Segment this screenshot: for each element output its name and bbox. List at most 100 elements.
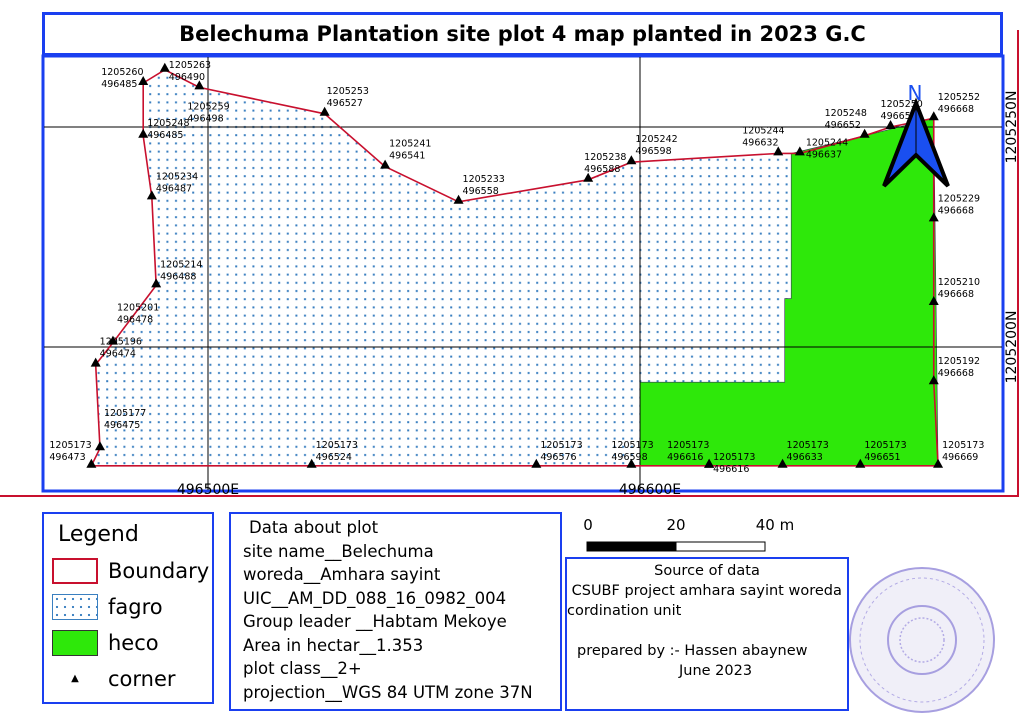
corner-coordinate-label: 1205201: [117, 303, 159, 314]
corner-coordinate-label: 1205241: [389, 139, 431, 150]
plot-info-line: woreda__Amhara sayint: [243, 565, 441, 584]
corner-coordinate-label: 1205242: [635, 134, 677, 145]
triangle-icon: [95, 441, 105, 451]
corner-coordinate-label: 1205263: [169, 60, 211, 71]
triangle-icon: [194, 80, 205, 90]
legend-label: corner: [108, 667, 176, 691]
triangle-icon: [159, 62, 170, 72]
corner-coordinate-label: 1205173: [864, 440, 906, 451]
fagro-swatch: [52, 594, 98, 620]
fagro-area: [91, 69, 939, 466]
triangle-icon: [794, 146, 805, 156]
triangle-icon: [151, 278, 162, 288]
legend-item-heco: heco: [52, 625, 212, 661]
corner-coordinate-label: 496475: [104, 420, 140, 431]
scale-label-40: 40 m: [756, 516, 794, 534]
corner-coordinate-label: 496633: [787, 452, 823, 463]
legend-label: heco: [108, 631, 159, 655]
triangle-icon: [146, 190, 157, 200]
corner-coordinate-label: 1205244: [742, 125, 784, 136]
corner-coordinate-label: 496668: [938, 289, 974, 300]
corner-coordinate-label: 1205234: [156, 171, 198, 182]
triangle-icon: [453, 194, 464, 204]
corner-coordinate-label: 1205196: [100, 337, 142, 348]
triangle-icon: [583, 172, 594, 182]
corner-coordinate-label: 1205173: [611, 440, 653, 451]
corner-coordinate-label: 496598: [611, 452, 647, 463]
legend-item-boundary: Boundary: [52, 553, 212, 589]
north-label: N: [908, 81, 923, 105]
triangle-icon: [777, 458, 788, 468]
corner-coordinate-label: 496487: [156, 183, 192, 194]
plot-info-line: site name__Belechuma: [243, 541, 434, 561]
corner-coordinate-label: 496598: [635, 146, 671, 157]
corner-coordinate-label: 1205244: [806, 137, 848, 148]
triangle-icon: [928, 296, 939, 305]
corner-coordinate-label: 496668: [938, 368, 974, 379]
corner-coordinate-label: 496485: [101, 79, 137, 90]
corner-coordinate-label: 496490: [169, 72, 205, 83]
plot-info-line: projection__WGS 84 UTM zone 37N: [243, 682, 533, 702]
corner-coordinate-label: 496527: [327, 98, 363, 109]
corner-coordinate-label: 496558: [463, 186, 499, 197]
corner-coordinate-label: 1205250: [881, 99, 923, 110]
grid-label-northing-2: 1205200N: [1004, 311, 1020, 384]
triangle-icon: [319, 106, 330, 116]
triangle-icon: [138, 128, 149, 138]
corner-coordinate-label: 1205173: [942, 440, 984, 451]
corner-coordinate-label: 496498: [187, 113, 223, 124]
corner-coordinate-label: 496488: [160, 271, 196, 282]
grid-label-easting-2: 496600E: [619, 482, 681, 498]
scale-label-20: 20: [666, 516, 685, 534]
source-heading: Source of data: [654, 563, 760, 579]
corner-coordinate-label: 496576: [540, 452, 576, 463]
corner-coordinate-label: 1205177: [104, 408, 146, 419]
triangle-icon: [928, 111, 939, 121]
corner-coordinate-label: 496651: [864, 452, 900, 463]
plot-info-line: UIC__AM_DD_088_16_0982_004: [243, 588, 507, 608]
corner-coordinate-label: 1205173: [49, 440, 91, 451]
corner-coordinate-label: 1205253: [327, 86, 369, 97]
corner-coordinate-label: 1205229: [938, 193, 980, 204]
boundary-swatch: [52, 558, 98, 584]
triangle-icon: [928, 212, 939, 222]
triangle-icon: [626, 155, 637, 165]
corner-coordinate-label: 496474: [100, 349, 136, 360]
source-line: cordination unit: [567, 603, 682, 619]
triangle-icon: [531, 458, 542, 468]
corner-coordinate-label: 1205192: [938, 356, 980, 367]
corner-coordinate-label: 496588: [584, 164, 620, 175]
legend-label: fagro: [108, 595, 163, 619]
corner-coordinate-label: 496669: [942, 452, 978, 463]
corner-coordinate-label: 496485: [147, 130, 183, 141]
triangle-icon: [86, 458, 97, 468]
corner-coordinate-label: 496652: [825, 120, 861, 131]
triangle-icon: [859, 128, 870, 138]
prepared-date: June 2023: [679, 663, 753, 679]
corner-coordinate-label: 496616: [713, 464, 749, 475]
triangle-icon: [380, 159, 391, 169]
corner-coordinate-label: 496637: [806, 149, 842, 160]
triangle-icon: [773, 146, 784, 156]
corner-coordinate-label: 1205214: [160, 259, 202, 270]
scale-label-0: 0: [583, 516, 593, 534]
corner-coordinate-label: 1205259: [187, 101, 229, 112]
grid-label-easting-1: 496500E: [177, 482, 239, 498]
